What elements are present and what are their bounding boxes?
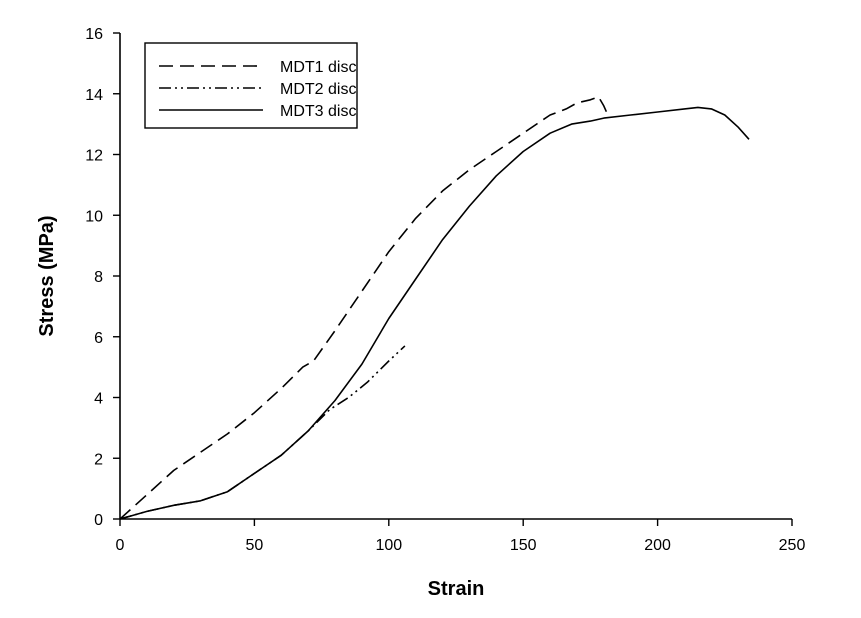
- plot-area: [119, 96, 750, 520]
- series-line-mdt2-disc: [119, 345, 406, 520]
- x-tick-label: 250: [779, 537, 806, 554]
- y-tick-label: 2: [94, 451, 103, 468]
- y-tick-label: 12: [85, 148, 103, 165]
- y-tick-label: 10: [85, 208, 103, 225]
- legend-box: [144, 42, 358, 129]
- x-tick-label: 0: [116, 537, 125, 554]
- x-axis-title: Strain: [428, 578, 485, 600]
- x-tick-label: 100: [375, 537, 402, 554]
- x-tick-label: 150: [510, 537, 537, 554]
- series-line-mdt1-disc: [119, 96, 610, 520]
- legend-label: MDT3 disc: [280, 103, 356, 120]
- x-tick-label: 50: [246, 537, 264, 554]
- y-tick-label: 14: [85, 87, 103, 104]
- legend: MDT1 disc MDT2 disc MDT3 disc: [144, 42, 358, 129]
- y-tick-label: 8: [94, 269, 103, 286]
- axes: 0 50 100 150 200 250 0 2 4 6 8 10 12 14 16: [85, 26, 805, 554]
- y-tick-label: 0: [94, 512, 103, 529]
- y-tick-label: 16: [85, 26, 103, 43]
- y-axis-title: Stress (MPa): [36, 215, 58, 336]
- series-line-mdt3-disc: [119, 106, 750, 520]
- y-tick-label: 4: [94, 391, 103, 408]
- y-tick-label: 6: [94, 330, 103, 347]
- x-tick-label: 200: [644, 537, 671, 554]
- legend-label: MDT2 disc: [280, 81, 356, 98]
- legend-label: MDT1 disc: [280, 59, 356, 76]
